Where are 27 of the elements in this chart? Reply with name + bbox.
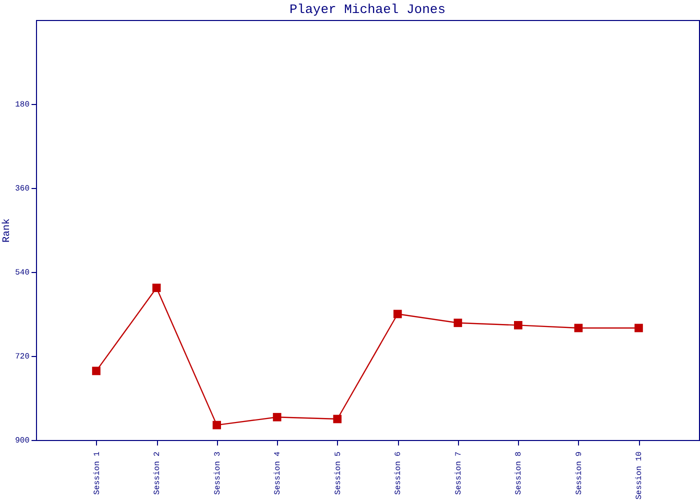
x-tick-label: Session 7: [454, 451, 464, 495]
x-tick-label: Session 2: [153, 451, 162, 495]
point: [393, 310, 402, 318]
y-tick-label: 360: [15, 184, 30, 194]
y-tick-label: 540: [15, 268, 30, 278]
x-tick-label: Session 8: [514, 451, 524, 495]
x-tick-label: Session 5: [334, 451, 343, 495]
point: [514, 321, 522, 330]
point: [152, 284, 161, 292]
y-tick-label: 180: [15, 100, 30, 110]
point: [212, 420, 221, 430]
y-tick-label: 900: [15, 436, 30, 446]
point: [454, 318, 462, 328]
x-tick-label: Session 3: [213, 451, 222, 495]
point: [634, 324, 643, 332]
x-tick-label: Session 6: [394, 451, 404, 495]
y-axis-title: Rank: [1, 218, 14, 243]
point: [92, 366, 100, 376]
point: [333, 414, 342, 424]
y-tick-label: 720: [15, 352, 30, 362]
x-tick-label: Session 1: [92, 451, 102, 495]
point: [574, 324, 583, 332]
point: [272, 412, 282, 422]
x-tick-label: Session 9: [574, 451, 584, 495]
x-tick-label: Session 10: [635, 451, 644, 500]
x-tick-label: Session 4: [274, 451, 283, 495]
chart-title: Player Michael Jones: [289, 2, 446, 17]
